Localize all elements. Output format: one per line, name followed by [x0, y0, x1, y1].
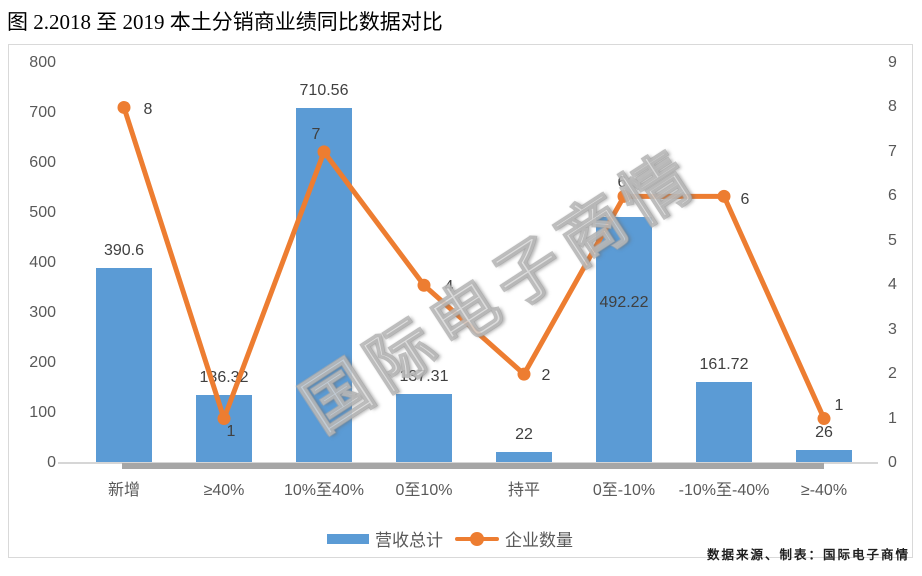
right-axis-tick-label: 9 — [888, 54, 897, 71]
left-axis-tick-label: 800 — [29, 54, 56, 71]
point-value-label: 6 — [617, 174, 627, 192]
point-value-label: 8 — [143, 101, 153, 119]
left-axis-tick-label: 400 — [29, 254, 56, 271]
right-axis-tick-label: 7 — [888, 142, 897, 160]
right-axis-tick-label: 2 — [888, 365, 897, 383]
chart-title: 图 2.2018 至 2019 本土分销商业绩同比数据对比 — [7, 10, 443, 34]
bar-value-label: 710.56 — [299, 81, 349, 99]
legend-item-revenue: 营收总计 — [327, 526, 443, 551]
right-axis-tick-label: 5 — [888, 231, 897, 249]
line-marker — [517, 367, 531, 381]
right-axis-tick-label: 3 — [888, 320, 897, 338]
line-series-swatch-icon — [455, 531, 499, 546]
left-axis-tick-label: 600 — [29, 154, 56, 171]
left-axis-tick-label: 200 — [29, 354, 56, 371]
bar-value-label: 26 — [815, 424, 833, 441]
revenue-bar — [796, 450, 852, 463]
bar-series-swatch-icon — [327, 533, 369, 544]
left-axis-tick-label: 700 — [29, 104, 56, 121]
x-axis-category-label: 新增 — [107, 482, 140, 499]
left-axis-tick-label: 500 — [29, 204, 56, 221]
point-value-label: 1 — [834, 396, 844, 414]
bar-value-label: 22 — [515, 426, 533, 443]
line-path — [121, 106, 827, 422]
chart-legend: 营收总计 企业数量 — [327, 526, 573, 551]
bar-value-label: 492.22 — [599, 293, 649, 311]
line-marker — [717, 189, 731, 203]
legend-label-revenue: 营收总计 — [375, 531, 443, 550]
revenue-bar — [296, 107, 352, 463]
right-axis-tick-label: 1 — [888, 409, 897, 427]
x-axis-category-label: 10%至40% — [283, 482, 365, 499]
revenue-bar — [596, 216, 652, 463]
left-axis-tick-label: 300 — [29, 304, 56, 321]
right-axis-tick-label: 8 — [888, 98, 897, 116]
legend-label-companies: 企业数量 — [505, 531, 573, 550]
x-axis-category-label: ≥-40% — [800, 482, 848, 499]
revenue-bar — [196, 394, 252, 463]
chart-frame — [8, 44, 913, 558]
bar-value-label: 390.6 — [103, 241, 145, 259]
data-source-note: 数据来源、制表：国际电子商情 — [706, 548, 910, 562]
revenue-bar — [696, 382, 752, 463]
left-axis-tick-label: 100 — [29, 404, 56, 421]
x-axis-category-label: 0至-10% — [592, 482, 656, 499]
point-value-label: 4 — [444, 278, 454, 296]
line-marker — [617, 189, 631, 203]
revenue-bar — [396, 394, 452, 463]
point-value-label: 1 — [226, 422, 236, 440]
bar-value-label: 161.72 — [699, 356, 749, 374]
right-axis-tick-label: 0 — [888, 454, 897, 471]
line-marker — [117, 100, 131, 114]
right-axis-tick-label: 4 — [888, 276, 897, 294]
bar-value-label: 137.31 — [399, 368, 449, 386]
x-axis-category-label: 持平 — [507, 482, 540, 499]
x-axis-shadow — [122, 463, 824, 469]
line-marker — [317, 145, 331, 159]
x-axis-category-label: -10%至-40% — [678, 482, 770, 499]
revenue-bar — [496, 452, 552, 463]
point-value-label: 2 — [541, 367, 551, 385]
x-axis-category-label: 0至10% — [395, 482, 453, 499]
line-marker — [217, 412, 231, 426]
point-value-label: 7 — [311, 125, 321, 143]
right-axis-tick-label: 6 — [888, 187, 897, 205]
revenue-bar — [96, 267, 152, 463]
line-marker — [417, 278, 431, 292]
legend-item-companies: 企业数量 — [455, 526, 573, 551]
line-marker — [817, 412, 831, 426]
left-axis-tick-label: 0 — [47, 454, 56, 471]
point-value-label: 6 — [740, 191, 750, 209]
x-axis-category-label: ≥40% — [203, 482, 245, 499]
